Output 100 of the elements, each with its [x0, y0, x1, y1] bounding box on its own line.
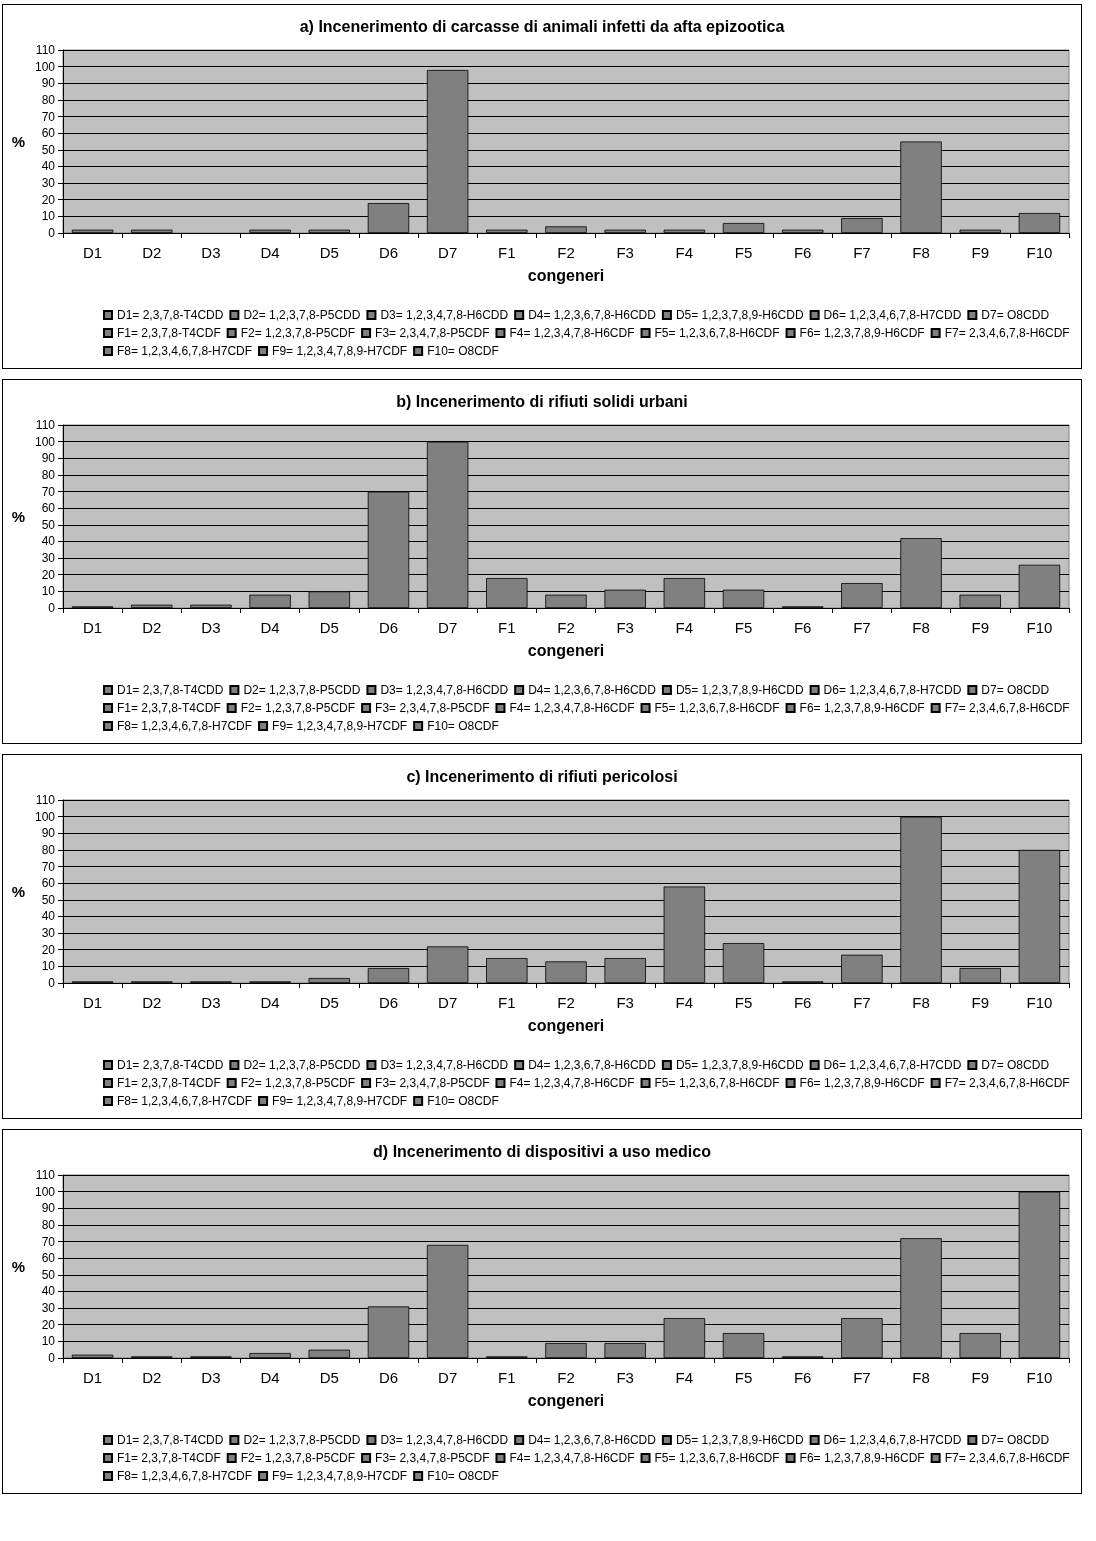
legend-label: F2= 1,2,3,7,8-P5CDF [240, 1076, 356, 1090]
x-tick-label: D7 [438, 994, 458, 1011]
y-tick-label: 70 [41, 109, 56, 124]
x-tick-label: D6 [378, 244, 399, 261]
y-tick-label: 110 [35, 418, 56, 432]
x-tick-label: D6 [378, 994, 399, 1011]
legend-label: D2= 1,2,3,7,8-P5CDD [243, 308, 361, 322]
legend-label: F6= 1,2,3,7,8,9-H6CDF [799, 1451, 925, 1465]
x-tick-label: F9 [971, 1369, 989, 1386]
y-tick-label: 20 [41, 1317, 56, 1332]
x-tick-label: F4 [675, 994, 694, 1011]
y-tick-label: 10 [41, 1334, 56, 1349]
y-tick-label: 100 [34, 434, 56, 449]
x-axis-title: congeneri [527, 1016, 605, 1034]
y-tick-label: 100 [34, 809, 56, 824]
y-tick-label: 20 [41, 942, 56, 957]
y-tick-label: 60 [41, 501, 56, 516]
y-tick-label: 20 [41, 567, 56, 582]
x-tick-label: F8 [912, 1369, 930, 1386]
y-tick-label: 0 [48, 601, 56, 615]
legend-label: D4= 1,2,3,6,7,8-H6CDD [528, 1433, 657, 1447]
y-tick-label: 90 [41, 76, 56, 91]
x-tick-label: F6 [793, 1369, 812, 1386]
x-tick-label: F7 [853, 244, 871, 261]
x-tick-label: F1 [498, 619, 516, 636]
legend-label: D1= 2,3,7,8-T4CDD [117, 1433, 224, 1447]
legend-label: F1= 2,3,7,8-T4CDF [117, 701, 221, 715]
y-axis-title: % [11, 883, 25, 900]
x-tick-label: D3 [201, 619, 221, 636]
y-tick-label: 10 [41, 959, 56, 974]
legend-label: F3= 2,3,4,7,8-P5CDF [375, 1451, 490, 1465]
x-tick-label: D1 [82, 619, 103, 636]
legend-label: D7= O8CDD [981, 683, 1050, 697]
x-tick-label: F10 [1026, 994, 1053, 1011]
y-tick-label: 90 [41, 451, 56, 466]
x-tick-label: D3 [201, 994, 221, 1011]
x-tick-label: F1 [498, 1369, 516, 1386]
legend-label: F5= 1,2,3,6,7,8-H6CDF [654, 1451, 780, 1465]
y-tick-label: 40 [41, 909, 56, 924]
legend-label: F1= 2,3,7,8-T4CDF [117, 326, 221, 340]
legend-label: D6= 1,2,3,4,6,7,8-H7CDD [823, 1058, 962, 1072]
x-tick-label: D7 [438, 244, 458, 261]
legend-label: D7= O8CDD [981, 1058, 1050, 1072]
legend-label: F1= 2,3,7,8-T4CDF [117, 1451, 221, 1465]
x-tick-label: F6 [793, 244, 812, 261]
x-tick-label: D5 [319, 994, 339, 1011]
x-tick-label: D5 [319, 244, 339, 261]
legend-label: D3= 1,2,3,4,7,8-H6CDD [380, 1058, 509, 1072]
legend-label: D5= 1,2,3,7,8,9-H6CDD [675, 308, 804, 322]
legend-label: D5= 1,2,3,7,8,9-H6CDD [675, 683, 804, 697]
legend-label: F7= 2,3,4,6,7,8-H6CDF [944, 701, 1070, 715]
y-tick-label: 110 [35, 43, 56, 57]
y-tick-label: 60 [41, 1251, 56, 1266]
legend-label: F8= 1,2,3,4,6,7,8-H7CDF [117, 1094, 253, 1108]
x-tick-label: F5 [734, 994, 753, 1011]
x-tick-label: F10 [1026, 1369, 1053, 1386]
legend-label: D7= O8CDD [981, 308, 1050, 322]
y-tick-label: 30 [41, 926, 56, 941]
legend-label: F4= 1,2,3,4,7,8-H6CDF [509, 1076, 635, 1090]
x-tick-label: F2 [557, 1369, 575, 1386]
legend-label: F2= 1,2,3,7,8-P5CDF [240, 326, 356, 340]
y-tick-label: 40 [41, 534, 56, 549]
y-tick-label: 90 [41, 1201, 56, 1216]
x-tick-label: F7 [853, 619, 871, 636]
y-tick-label: 60 [41, 876, 56, 891]
y-axis-title: % [11, 1258, 25, 1275]
legend-label: D4= 1,2,3,6,7,8-H6CDD [528, 683, 657, 697]
legend-label: D2= 1,2,3,7,8-P5CDD [243, 1433, 361, 1447]
x-tick-label: F9 [971, 619, 989, 636]
legend-label: F9= 1,2,3,4,7,8,9-H7CDF [272, 1094, 408, 1108]
y-tick-label: 80 [41, 1217, 56, 1232]
x-tick-label: D1 [82, 994, 103, 1011]
legend-label: F9= 1,2,3,4,7,8,9-H7CDF [272, 719, 408, 733]
legend-label: F10= O8CDF [427, 1094, 499, 1108]
x-tick-label: D1 [82, 1369, 103, 1386]
legend-label: F5= 1,2,3,6,7,8-H6CDF [654, 701, 780, 715]
x-tick-label: F10 [1026, 244, 1053, 261]
x-axis-title: congeneri [527, 641, 605, 659]
legend-label: F8= 1,2,3,4,6,7,8-H7CDF [117, 1469, 253, 1483]
x-tick-label: D3 [201, 244, 221, 261]
x-tick-label: D2 [142, 244, 162, 261]
x-tick-label: D2 [142, 1369, 162, 1386]
x-tick-label: F3 [616, 619, 634, 636]
y-tick-label: 50 [41, 892, 56, 907]
y-tick-label: 40 [41, 1284, 56, 1299]
legend-label: F2= 1,2,3,7,8-P5CDF [240, 1451, 356, 1465]
x-tick-label: F6 [793, 619, 812, 636]
legend-label: F2= 1,2,3,7,8-P5CDF [240, 701, 356, 715]
legend-label: F3= 2,3,4,7,8-P5CDF [375, 326, 490, 340]
legend-label: D7= O8CDD [981, 1433, 1050, 1447]
x-axis-title: congeneri [527, 1391, 605, 1409]
x-tick-label: D3 [201, 1369, 221, 1386]
x-tick-label: F5 [734, 1369, 753, 1386]
x-axis-title: congeneri [527, 266, 605, 284]
x-tick-label: F4 [675, 244, 694, 261]
x-tick-label: D2 [142, 619, 162, 636]
y-axis-title: % [11, 508, 25, 525]
y-tick-label: 100 [34, 1184, 56, 1199]
legend-label: F7= 2,3,4,6,7,8-H6CDF [944, 326, 1070, 340]
x-tick-label: F7 [853, 1369, 871, 1386]
